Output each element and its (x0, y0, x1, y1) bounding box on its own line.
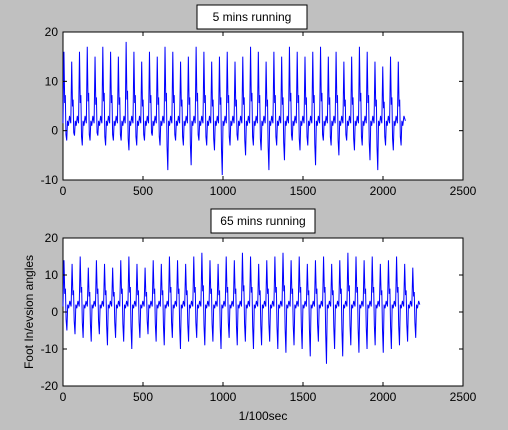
x-tick-label: 1500 (290, 184, 317, 198)
x-tick-label: 2500 (450, 184, 477, 198)
y-tick-label: 20 (45, 231, 59, 245)
title-box-top (196, 4, 308, 30)
series-bottom (62, 252, 421, 364)
y-ticks-bottom: -20 -10 0 10 20 (41, 231, 463, 393)
x-tick-label: 1000 (210, 184, 237, 198)
y-tick-label: 0 (51, 124, 58, 138)
x-ticks-top: 0 500 1000 1500 2000 2500 (60, 32, 477, 198)
series-line (62, 41, 406, 176)
x-tick-label: 2500 (450, 390, 477, 404)
x-tick-label: 500 (133, 184, 153, 198)
plot-area-top (62, 31, 464, 181)
y-tick-label: 20 (45, 25, 59, 39)
x-tick-label: 2000 (370, 390, 397, 404)
x-tick-label: 1000 (210, 390, 237, 404)
x-tick-label: 0 (60, 390, 67, 404)
x-tick-label: 0 (60, 184, 67, 198)
y-tick-label: 0 (51, 305, 58, 319)
x-ticks-bottom: 0 500 1000 1500 2000 2500 (60, 238, 477, 404)
title-bottom: 65 mins running (220, 214, 305, 228)
y-tick-label: -10 (41, 342, 59, 356)
x-axis-label: 1/100sec (239, 409, 288, 423)
y-tick-label: 10 (45, 268, 59, 282)
chart-bottom: -20 -10 0 10 20 0 500 1000 1500 2000 2500 65 mins… (22, 208, 477, 423)
y-ticks-top: -10 0 10 20 (41, 25, 463, 187)
x-tick-label: 500 (133, 390, 153, 404)
title-box-bottom (210, 208, 316, 234)
x-tick-label: 1500 (290, 390, 317, 404)
y-tick-label: 10 (45, 74, 59, 88)
x-tick-label: 2000 (370, 184, 397, 198)
y-tick-label: -10 (41, 173, 59, 187)
y-axis-label: Foot In/evsion angles (22, 255, 36, 369)
series-top (62, 41, 406, 176)
y-tick-label: -20 (41, 379, 59, 393)
series-line (62, 252, 421, 364)
title-top: 5 mins running (213, 10, 292, 24)
